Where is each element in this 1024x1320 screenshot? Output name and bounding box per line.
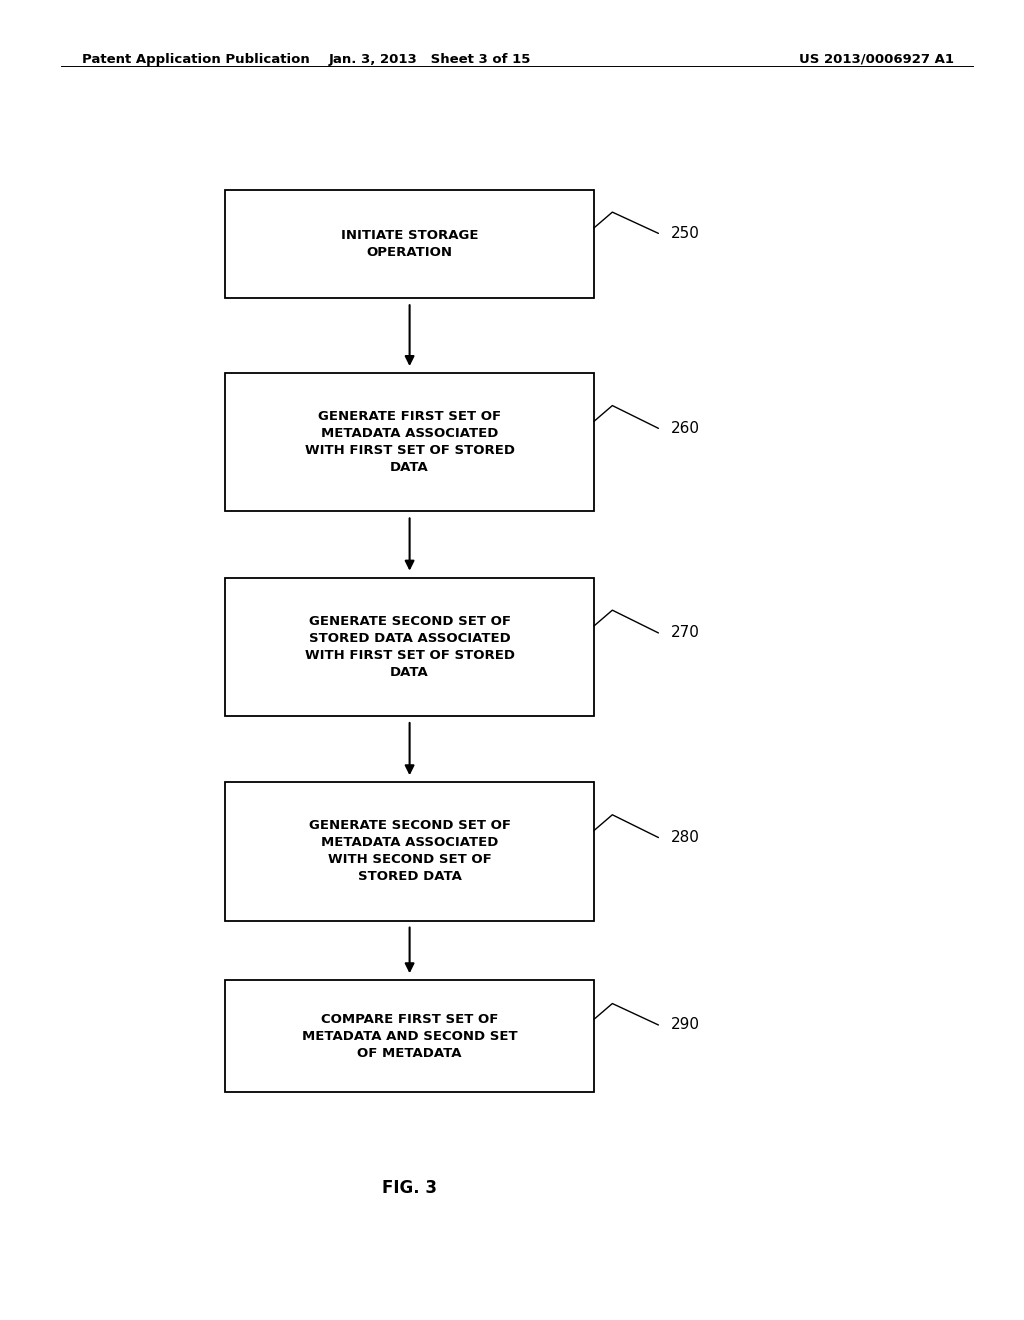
- Text: GENERATE SECOND SET OF
METADATA ASSOCIATED
WITH SECOND SET OF
STORED DATA: GENERATE SECOND SET OF METADATA ASSOCIAT…: [308, 820, 511, 883]
- Text: Jan. 3, 2013   Sheet 3 of 15: Jan. 3, 2013 Sheet 3 of 15: [329, 53, 531, 66]
- Bar: [225, 781, 594, 921]
- Bar: [225, 190, 594, 298]
- Text: 290: 290: [671, 1018, 699, 1032]
- Text: GENERATE SECOND SET OF
STORED DATA ASSOCIATED
WITH FIRST SET OF STORED
DATA: GENERATE SECOND SET OF STORED DATA ASSOC…: [304, 615, 515, 678]
- Text: 270: 270: [671, 626, 699, 640]
- Text: COMPARE FIRST SET OF
METADATA AND SECOND SET
OF METADATA: COMPARE FIRST SET OF METADATA AND SECOND…: [302, 1012, 517, 1060]
- Bar: [225, 578, 594, 715]
- Text: GENERATE FIRST SET OF
METADATA ASSOCIATED
WITH FIRST SET OF STORED
DATA: GENERATE FIRST SET OF METADATA ASSOCIATE…: [304, 411, 515, 474]
- Text: 280: 280: [671, 830, 699, 845]
- Bar: [225, 979, 594, 1093]
- Text: US 2013/0006927 A1: US 2013/0006927 A1: [799, 53, 953, 66]
- Text: 260: 260: [671, 421, 699, 436]
- Bar: [225, 372, 594, 511]
- Text: FIG. 3: FIG. 3: [382, 1179, 437, 1197]
- Text: Patent Application Publication: Patent Application Publication: [82, 53, 309, 66]
- Text: INITIATE STORAGE
OPERATION: INITIATE STORAGE OPERATION: [341, 230, 478, 259]
- Text: 250: 250: [671, 226, 699, 240]
